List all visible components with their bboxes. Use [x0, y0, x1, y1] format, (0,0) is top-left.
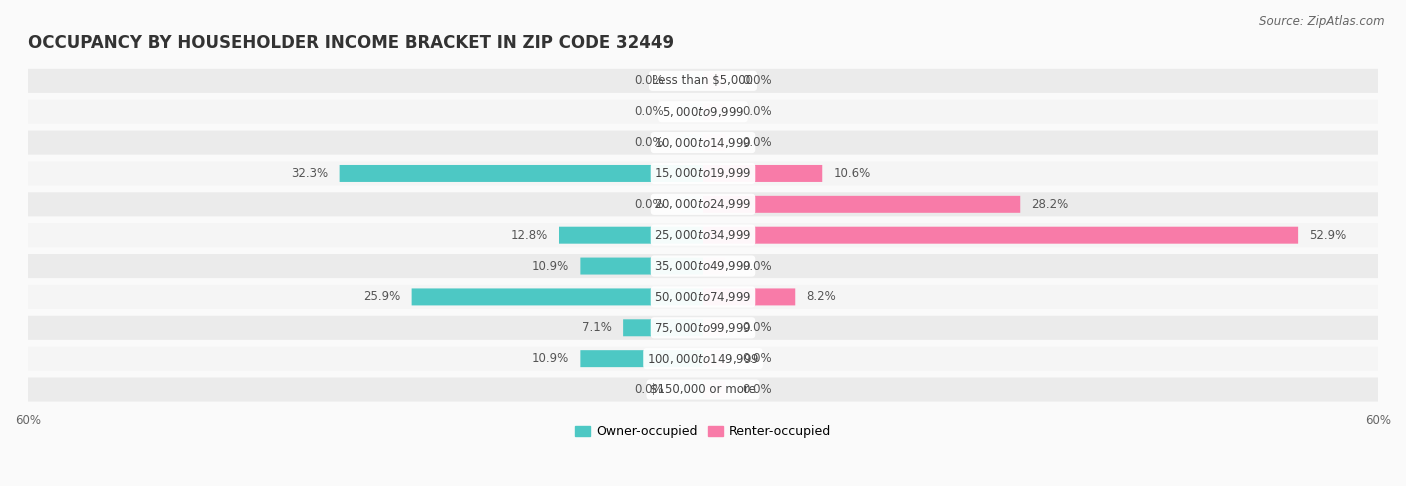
- FancyBboxPatch shape: [28, 285, 1378, 309]
- Text: 0.0%: 0.0%: [634, 74, 664, 87]
- FancyBboxPatch shape: [703, 381, 725, 398]
- FancyBboxPatch shape: [28, 161, 1378, 186]
- FancyBboxPatch shape: [560, 226, 703, 243]
- FancyBboxPatch shape: [681, 196, 703, 213]
- Text: 0.0%: 0.0%: [742, 105, 772, 118]
- FancyBboxPatch shape: [703, 350, 725, 367]
- FancyBboxPatch shape: [681, 381, 703, 398]
- Text: 25.9%: 25.9%: [363, 291, 401, 303]
- Text: $75,000 to $99,999: $75,000 to $99,999: [654, 321, 752, 335]
- FancyBboxPatch shape: [703, 258, 725, 275]
- FancyBboxPatch shape: [28, 378, 1378, 401]
- FancyBboxPatch shape: [703, 134, 725, 151]
- Text: 12.8%: 12.8%: [510, 229, 548, 242]
- FancyBboxPatch shape: [681, 103, 703, 120]
- Text: $100,000 to $149,999: $100,000 to $149,999: [647, 352, 759, 365]
- FancyBboxPatch shape: [703, 319, 725, 336]
- FancyBboxPatch shape: [28, 347, 1378, 371]
- Text: 0.0%: 0.0%: [634, 383, 664, 396]
- Text: 0.0%: 0.0%: [742, 260, 772, 273]
- Text: $20,000 to $24,999: $20,000 to $24,999: [654, 197, 752, 211]
- Text: 0.0%: 0.0%: [742, 136, 772, 149]
- Text: 32.3%: 32.3%: [291, 167, 329, 180]
- Text: $25,000 to $34,999: $25,000 to $34,999: [654, 228, 752, 242]
- Text: 28.2%: 28.2%: [1032, 198, 1069, 211]
- Text: 10.6%: 10.6%: [834, 167, 870, 180]
- Legend: Owner-occupied, Renter-occupied: Owner-occupied, Renter-occupied: [569, 420, 837, 443]
- FancyBboxPatch shape: [703, 288, 796, 305]
- Text: $50,000 to $74,999: $50,000 to $74,999: [654, 290, 752, 304]
- Text: OCCUPANCY BY HOUSEHOLDER INCOME BRACKET IN ZIP CODE 32449: OCCUPANCY BY HOUSEHOLDER INCOME BRACKET …: [28, 35, 673, 52]
- FancyBboxPatch shape: [681, 134, 703, 151]
- FancyBboxPatch shape: [703, 226, 1298, 243]
- Text: 0.0%: 0.0%: [742, 383, 772, 396]
- FancyBboxPatch shape: [28, 254, 1378, 278]
- FancyBboxPatch shape: [28, 131, 1378, 155]
- FancyBboxPatch shape: [703, 196, 1021, 213]
- FancyBboxPatch shape: [340, 165, 703, 182]
- FancyBboxPatch shape: [681, 72, 703, 89]
- FancyBboxPatch shape: [581, 258, 703, 275]
- Text: 0.0%: 0.0%: [742, 74, 772, 87]
- FancyBboxPatch shape: [412, 288, 703, 305]
- Text: Source: ZipAtlas.com: Source: ZipAtlas.com: [1260, 15, 1385, 28]
- FancyBboxPatch shape: [623, 319, 703, 336]
- FancyBboxPatch shape: [28, 192, 1378, 216]
- Text: 0.0%: 0.0%: [742, 321, 772, 334]
- Text: $35,000 to $49,999: $35,000 to $49,999: [654, 259, 752, 273]
- Text: $10,000 to $14,999: $10,000 to $14,999: [654, 136, 752, 150]
- Text: $5,000 to $9,999: $5,000 to $9,999: [662, 104, 744, 119]
- FancyBboxPatch shape: [703, 103, 725, 120]
- Text: 0.0%: 0.0%: [742, 352, 772, 365]
- Text: 7.1%: 7.1%: [582, 321, 612, 334]
- Text: Less than $5,000: Less than $5,000: [652, 74, 754, 87]
- FancyBboxPatch shape: [703, 72, 725, 89]
- FancyBboxPatch shape: [28, 100, 1378, 124]
- Text: 10.9%: 10.9%: [531, 260, 569, 273]
- Text: $15,000 to $19,999: $15,000 to $19,999: [654, 166, 752, 180]
- FancyBboxPatch shape: [28, 316, 1378, 340]
- FancyBboxPatch shape: [28, 223, 1378, 247]
- FancyBboxPatch shape: [581, 350, 703, 367]
- Text: 0.0%: 0.0%: [634, 105, 664, 118]
- Text: 52.9%: 52.9%: [1309, 229, 1347, 242]
- Text: 8.2%: 8.2%: [807, 291, 837, 303]
- FancyBboxPatch shape: [703, 165, 823, 182]
- Text: $150,000 or more: $150,000 or more: [650, 383, 756, 396]
- Text: 0.0%: 0.0%: [634, 198, 664, 211]
- Text: 0.0%: 0.0%: [634, 136, 664, 149]
- FancyBboxPatch shape: [28, 69, 1378, 93]
- Text: 10.9%: 10.9%: [531, 352, 569, 365]
